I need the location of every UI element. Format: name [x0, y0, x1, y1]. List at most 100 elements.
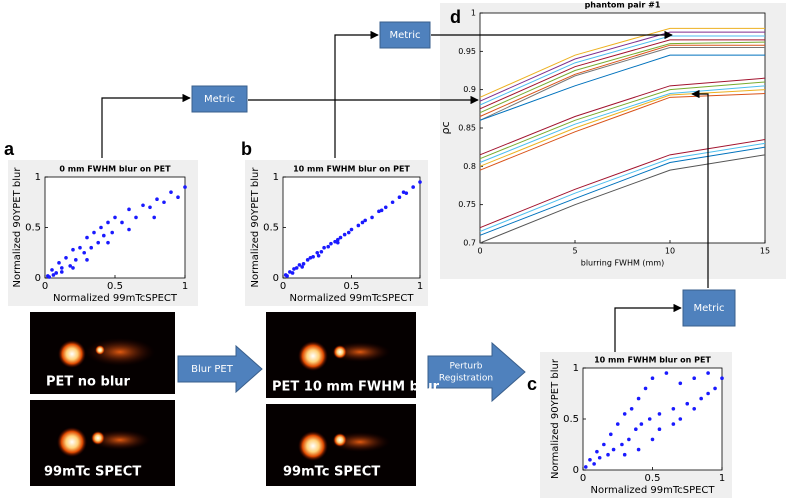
metric-box: Metric: [682, 289, 736, 327]
scatter-point: [377, 209, 381, 214]
scatter-point: [588, 458, 592, 462]
x-axis-label: Normalized 99mTcSPECT: [590, 485, 715, 496]
x-tick-label: 0: [280, 281, 286, 292]
scatter-point: [322, 245, 326, 250]
scatter-point: [85, 235, 89, 240]
x-tick-label: 0.5: [107, 281, 123, 292]
image: 99mTc SPECT: [30, 400, 175, 486]
scatter-point: [316, 253, 321, 258]
scatter-point: [301, 262, 306, 266]
plot-area: [282, 176, 421, 279]
scatter-point: [92, 230, 96, 235]
scatter-point: [597, 455, 602, 460]
scatter-point: [134, 215, 138, 220]
scatter-point: [297, 263, 302, 267]
scatter-point: [592, 462, 596, 466]
y-tick-label: 0: [573, 465, 579, 476]
scatter-point: [326, 244, 331, 249]
scatter-point: [671, 422, 676, 426]
scatter-point: [647, 417, 652, 421]
panel-label: d: [450, 7, 461, 27]
scatter-point: [622, 452, 627, 457]
x-tick-label: 1: [719, 473, 725, 484]
x-axis-label: Normalized 99mTcSPECT: [53, 293, 178, 304]
metric-label: Metric: [389, 30, 420, 41]
scatter-point: [634, 427, 638, 432]
scatter-point: [50, 268, 54, 272]
scatter-point: [346, 230, 351, 235]
scatter-point: [342, 232, 347, 237]
x-tick-label: 1: [417, 281, 423, 292]
scatter-point: [127, 207, 131, 212]
scatter-point: [706, 391, 710, 396]
y-tick-label: 0: [273, 273, 279, 284]
scatter-point: [176, 195, 180, 199]
scatter-point: [609, 432, 613, 437]
scatter-point: [622, 412, 627, 416]
scatter-point: [706, 371, 710, 375]
scatter-point: [692, 376, 696, 381]
scatter-point: [390, 200, 395, 205]
scatter-point: [292, 267, 296, 271]
chart-title: phantom pair #1: [585, 1, 661, 10]
scatter-point: [285, 274, 289, 278]
scatter-point: [678, 381, 683, 386]
scatter-point: [106, 240, 110, 245]
series-line: [479, 54, 765, 121]
y-tick-label: 0.95: [458, 47, 476, 56]
scatter-point: [102, 233, 106, 238]
series-line: [479, 139, 766, 229]
scatter-point: [336, 240, 340, 245]
image-label: PET 10 mm FWHM blur: [272, 380, 440, 395]
scatter-point: [54, 271, 58, 275]
scatter-point: [47, 275, 51, 279]
arrow-label: Blur PET: [191, 364, 234, 375]
plot-area: [479, 12, 766, 244]
chart: 10 mm FWHM blur on PET Normalized 99mTcSP…: [245, 160, 428, 306]
series-line: [479, 154, 766, 244]
scatter-point: [60, 266, 64, 270]
scatter-point: [113, 215, 117, 220]
series-line: [479, 41, 766, 114]
scatter-point: [127, 227, 131, 232]
scatter-point: [57, 261, 61, 265]
chart-title: 0 mm FWHM blur on PET: [59, 165, 171, 174]
scatter-point: [650, 376, 655, 381]
scatter-point: [418, 180, 422, 184]
scatter-point: [60, 270, 64, 274]
y-tick-label: 0.75: [458, 200, 476, 209]
scatter-point: [169, 190, 173, 194]
scatter-point: [74, 258, 78, 262]
scatter-point: [583, 465, 588, 469]
scatter-point: [595, 449, 599, 454]
metric-box: Metric: [379, 21, 431, 49]
scatter-point: [363, 218, 368, 223]
image: PET 10 mm FWHM blur: [266, 312, 440, 398]
scatter-point: [383, 205, 388, 210]
arrow-label: Registration: [439, 374, 493, 384]
y-tick-label: 0.5: [263, 223, 279, 234]
scatter-point: [627, 437, 631, 442]
x-tick-label: 15: [760, 247, 770, 256]
series-line: [479, 44, 765, 117]
image-label: PET no blur: [46, 375, 131, 390]
scatter-point: [349, 227, 354, 232]
scatter-point: [685, 401, 690, 406]
x-tick-label: 5: [572, 247, 577, 256]
scatter-point: [290, 271, 295, 275]
y-axis-label: Normalized 90YPET blur: [550, 358, 561, 479]
y-tick-label: 1: [273, 172, 279, 183]
y-tick-label: 0.7: [463, 239, 476, 248]
scatter-point: [148, 205, 152, 210]
series-line: [479, 85, 766, 163]
scatter-point: [671, 407, 676, 411]
panel-label: a: [4, 139, 15, 159]
y-tick-label: 1: [573, 363, 579, 374]
metric-label: Metric: [204, 94, 235, 105]
scatter-point: [629, 407, 634, 411]
y-tick-label: 0.5: [25, 223, 41, 234]
scatter-point: [308, 255, 313, 260]
y-tick-label: 0.9: [463, 85, 476, 94]
scatter-point: [360, 220, 365, 225]
scatter-point: [82, 250, 86, 255]
